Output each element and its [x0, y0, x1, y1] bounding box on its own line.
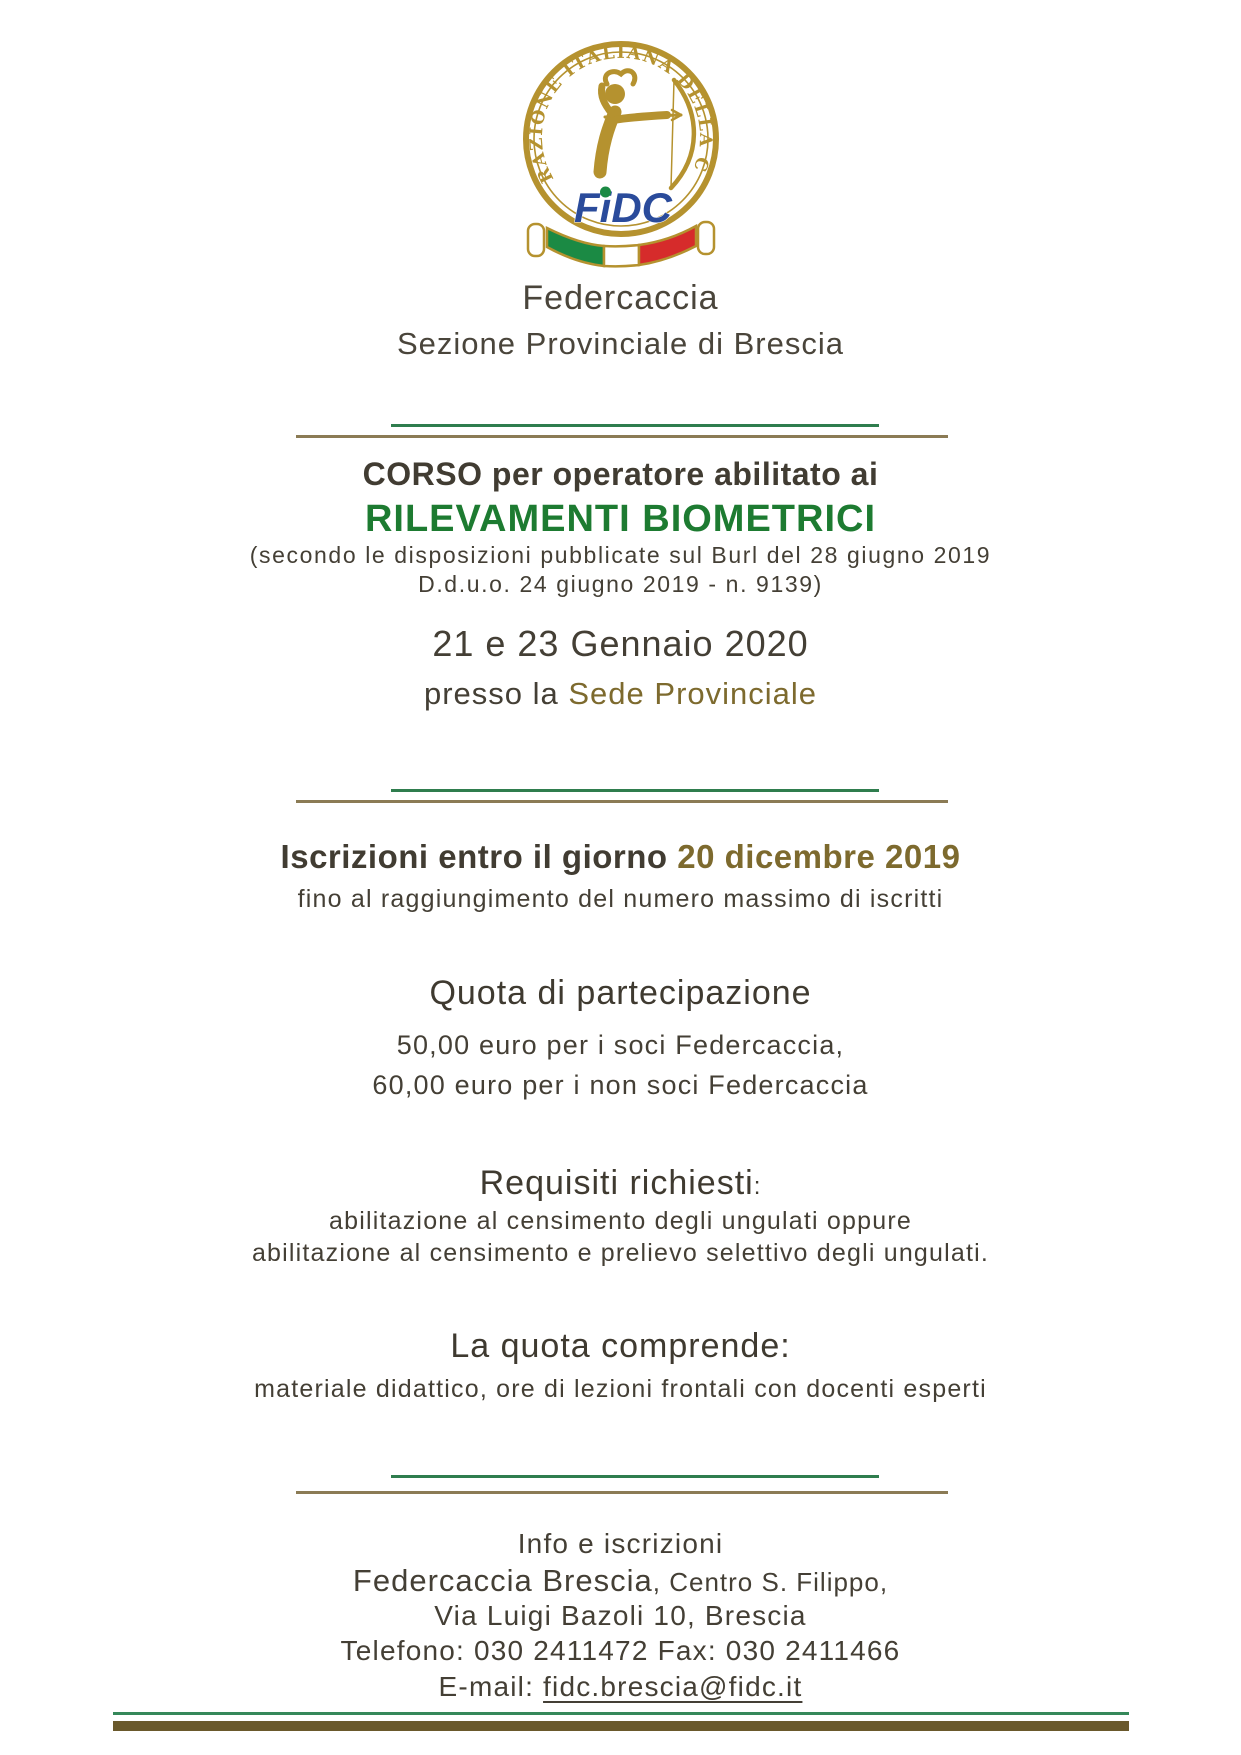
- registration-note: fino al raggiungimento del numero massim…: [297, 885, 944, 913]
- contact-phone-fax: Telefono: 030 2411472 Fax: 030 2411466: [340, 1635, 901, 1666]
- contact-org: Federcaccia Brescia: [352, 1563, 653, 1598]
- includes-heading: La quota comprende:: [450, 1327, 791, 1365]
- divider-green-line: [391, 789, 879, 792]
- event-location-prefix: presso la: [423, 676, 569, 711]
- org-subtitle: Sezione Provinciale di Brescia: [397, 326, 844, 361]
- federcaccia-emblem-icon: FEDERAZIONE ITALIANA DELLA CACCIA FiDC: [500, 21, 719, 268]
- footer-olive-bar: [113, 1721, 1129, 1731]
- divider-olive-line: [296, 800, 948, 803]
- divider-olive-line: [296, 1491, 948, 1494]
- contact-heading: Info e iscrizioni: [517, 1528, 724, 1559]
- course-title-line2: RILEVAMENTI BIOMETRICI: [364, 498, 877, 540]
- org-name: Federcaccia: [522, 279, 719, 317]
- contact-email-line: E-mail: fidc.brescia@fidc.it: [0, 1671, 1241, 1703]
- event-location: presso la Sede Provinciale: [0, 676, 1241, 712]
- course-title-line1: CORSO per operatore abilitato ai: [362, 456, 879, 492]
- deadline-prefix: Iscrizioni entro il giorno: [280, 838, 678, 875]
- registration-deadline: Iscrizioni entro il giorno 20 dicembre 2…: [0, 838, 1241, 876]
- footer-green-line: [113, 1712, 1129, 1715]
- federcaccia-logo: FEDERAZIONE ITALIANA DELLA CACCIA FiDC: [500, 21, 733, 276]
- deadline-date: 20 dicembre 2019: [677, 838, 961, 875]
- includes-line1: materiale didattico, ore di lezioni fron…: [254, 1375, 987, 1403]
- event-dates: 21 e 23 Gennaio 2020: [432, 623, 809, 664]
- course-note-line1: (secondo le disposizioni pubblicate sul …: [249, 542, 992, 568]
- fidc-acronym: FiDC: [574, 184, 673, 231]
- divider-olive-line: [296, 435, 948, 438]
- event-location-highlight: Sede Provinciale: [568, 676, 818, 711]
- requirements-heading-text: Requisiti richiesti: [479, 1164, 754, 1202]
- contact-org-line: Federcaccia Brescia, Centro S. Filippo,: [0, 1563, 1241, 1599]
- fidc-i-dot: [599, 186, 611, 198]
- requirements-line2: abilitazione al censimento e prelievo se…: [251, 1239, 990, 1267]
- fee-line1: 50,00 euro per i soci Federcaccia,: [396, 1030, 845, 1060]
- contact-org-rest: , Centro S. Filippo,: [652, 1567, 889, 1597]
- requirements-line1: abilitazione al censimento degli ungulat…: [329, 1207, 912, 1235]
- requirements-heading-colon: :: [753, 1173, 762, 1200]
- email-link[interactable]: fidc.brescia@fidc.it: [543, 1671, 803, 1702]
- email-label: E-mail:: [438, 1671, 544, 1702]
- archer-head: [604, 84, 625, 104]
- archer-figure: [593, 68, 696, 191]
- tricolour-ribbon: [526, 220, 715, 268]
- requirements-heading: Requisiti richiesti:: [0, 1164, 1241, 1203]
- contact-address: Via Luigi Bazoli 10, Brescia: [434, 1600, 807, 1631]
- course-note-line2: D.d.u.o. 24 giugno 2019 - n. 9139): [418, 571, 823, 597]
- fee-heading: Quota di partecipazione: [429, 974, 812, 1012]
- fee-line2: 60,00 euro per i non soci Federcaccia: [372, 1070, 869, 1100]
- divider-green-line: [391, 424, 879, 427]
- divider-green-line: [391, 1475, 879, 1478]
